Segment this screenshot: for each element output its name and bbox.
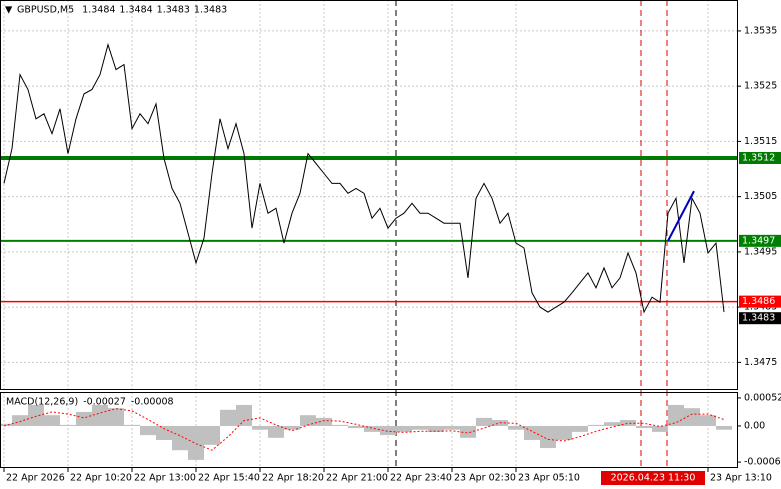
ohlc-value: 1.3484 (82, 5, 115, 16)
level-label-box (739, 295, 781, 308)
macd-bar (508, 425, 524, 430)
macd-title: MACD(12,26,9) (6, 397, 78, 408)
macd-bar (284, 425, 300, 430)
y-tick-label: 0.00052 (744, 392, 781, 403)
y-tick-label: 1.3475 (744, 357, 777, 368)
macd-bar (476, 417, 492, 426)
macd-bar (588, 424, 604, 426)
last-price-box (739, 312, 781, 325)
x-tick-label: 22 Apr 13:00 (134, 473, 196, 484)
macd-bar (684, 408, 700, 426)
y-tick-label: 1.3505 (744, 191, 777, 202)
macd-bar (380, 425, 396, 436)
macd-bar (700, 415, 716, 426)
level-label: 1.3486 (742, 296, 775, 307)
price-line (3, 42, 725, 314)
macd-bar (300, 415, 316, 426)
cursor-label-box (601, 471, 705, 485)
price-frame (0, 0, 738, 390)
y-tick-label: 1.3525 (744, 81, 777, 92)
macd-bar (156, 425, 172, 440)
menu-icon: ▼ (5, 5, 13, 16)
cursor-label: 2026.04.23 11:30 (611, 473, 696, 484)
macd-bar (44, 415, 60, 426)
macd-bar (28, 404, 44, 426)
ohlc-value: 1.3484 (119, 5, 152, 16)
macd-bar (716, 425, 732, 430)
symbol: GBPUSD,M5 (17, 5, 74, 16)
macd-bar (668, 404, 684, 426)
trendline (667, 190, 695, 242)
macd-bar (76, 411, 92, 426)
macd-bar (524, 425, 540, 440)
macd-bar (460, 425, 476, 438)
macd-bar (572, 425, 588, 432)
macd-bar (188, 425, 204, 460)
macd-bar (12, 415, 28, 426)
macd-bar (204, 425, 220, 445)
ohlc-value: 1.3483 (157, 5, 190, 16)
macd-bar (364, 425, 380, 432)
grid (0, 0, 738, 468)
signal-line (3, 408, 725, 451)
macd-bar (652, 425, 668, 432)
macd-reading: -0.00027 (83, 397, 126, 408)
macd-bar (540, 425, 556, 449)
macd-bar (604, 422, 620, 426)
x-tick-label: 22 Apr 2026 (6, 473, 65, 484)
macd-bar (316, 417, 332, 426)
macd-bar (556, 425, 572, 440)
macd-frame (0, 392, 738, 468)
macd-bar (108, 408, 124, 426)
level-label: 1.3512 (742, 152, 775, 163)
macd-bar (92, 404, 108, 426)
labels: ▼ GBPUSD,M5 1.3484 1.3484 1.3483 1.3483 1.347… (3, 5, 781, 485)
level-label: 1.3497 (742, 235, 775, 246)
x-tick-label: 23 Apr 05:10 (518, 473, 580, 484)
macd-bar (140, 425, 156, 436)
macd-bar (348, 425, 364, 429)
macd-bar (332, 424, 348, 426)
level-label-box (739, 151, 781, 164)
macd-bar (412, 425, 428, 430)
x-tick-label: 22 Apr 23:40 (390, 473, 452, 484)
x-tick-label: 23 Apr 02:30 (454, 473, 516, 484)
macd-bar (124, 424, 140, 426)
macd-bar (396, 425, 412, 432)
data (0, 0, 738, 468)
x-tick-label: 22 Apr 18:20 (262, 473, 324, 484)
y-tick-label: -0.00067 (744, 457, 781, 468)
macd-bar (428, 425, 444, 432)
macd-bar (172, 425, 188, 451)
level-label-box (739, 234, 781, 247)
x-tick-label: 22 Apr 10:20 (70, 473, 132, 484)
macd-bar (268, 425, 284, 438)
macd-bar (60, 424, 76, 426)
last-price-label: 1.3483 (742, 313, 775, 324)
macd-bar (236, 404, 252, 426)
y-tick-label: 1.3535 (744, 25, 777, 36)
macd-bar (636, 425, 652, 429)
x-tick-label: 22 Apr 21:00 (326, 473, 388, 484)
macd-bar (220, 409, 236, 426)
x-tick-label: 23 Apr 13:10 (710, 473, 772, 484)
y-tick-label: 1.3515 (744, 136, 777, 147)
macd-bar (252, 425, 268, 430)
macd-reading: -0.00008 (131, 397, 174, 408)
macd-bar (0, 423, 12, 426)
y-tick-label: 1.3495 (744, 246, 777, 257)
x-tick-label: 22 Apr 15:40 (198, 473, 260, 484)
y-tick-label: 0.00 (744, 420, 765, 431)
macd-bar (620, 420, 636, 426)
ohlc-value: 1.3483 (194, 5, 227, 16)
macd-bar (444, 425, 460, 430)
